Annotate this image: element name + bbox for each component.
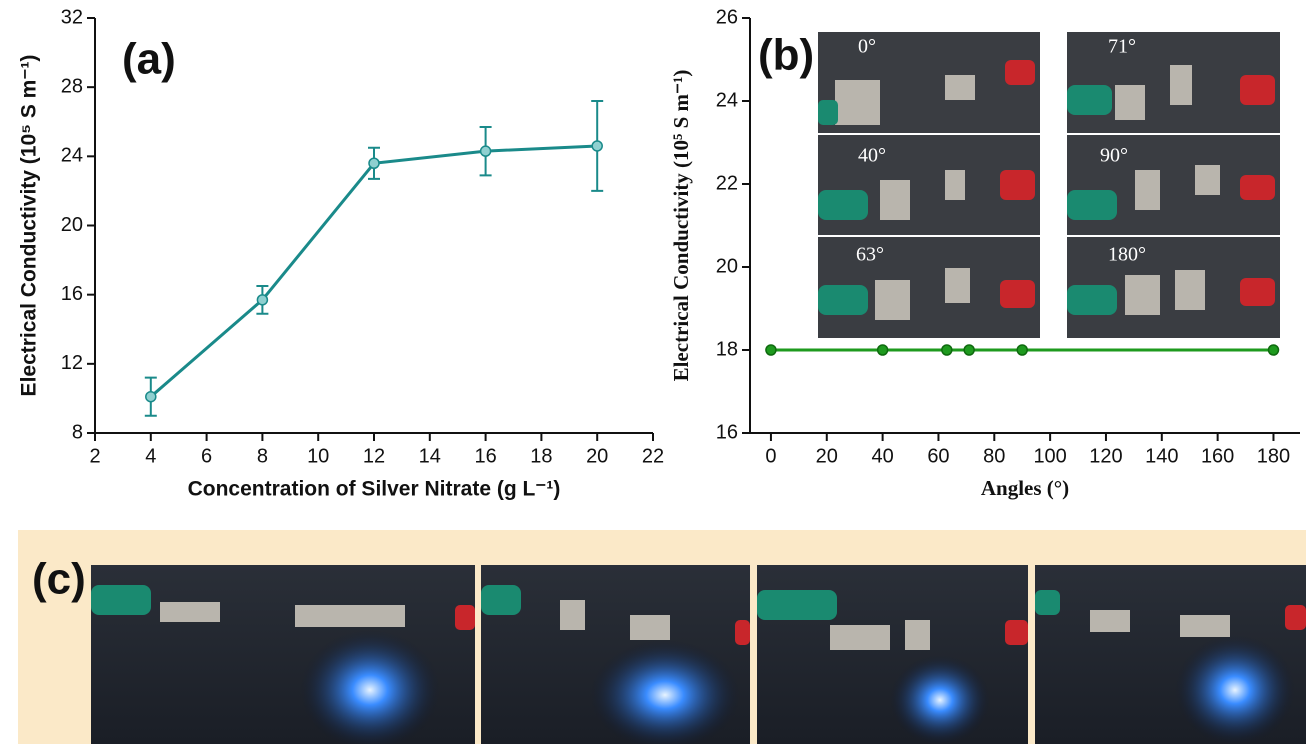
- marker: [1017, 345, 1027, 355]
- inset-label: 63°: [856, 244, 884, 266]
- x-tick-label: 160: [1201, 445, 1234, 467]
- x-tick-label: 120: [1089, 445, 1122, 467]
- y-tick-label: 12: [61, 352, 83, 374]
- y-axis-label: Electrical Conductivity (10⁵ S m⁻¹): [18, 55, 41, 397]
- panel-label: (c): [32, 555, 86, 604]
- inset-label: 71°: [1108, 36, 1136, 58]
- y-tick-label: 26: [716, 6, 738, 28]
- x-tick-label: 20: [586, 445, 608, 467]
- y-tick-label: 16: [61, 283, 83, 305]
- x-tick-label: 100: [1033, 445, 1066, 467]
- y-axis-label: Electrical Conductivity (10⁵ S m⁻¹): [669, 70, 693, 382]
- marker: [1268, 345, 1278, 355]
- y-tick-label: 22: [716, 172, 738, 194]
- y-tick-label: 24: [61, 145, 83, 167]
- panel-label: (a): [122, 35, 176, 84]
- marker: [766, 345, 776, 355]
- y-tick-label: 24: [716, 89, 738, 111]
- x-axis-label: Concentration of Silver Nitrate (g L⁻¹): [188, 478, 561, 501]
- x-tick-label: 80: [983, 445, 1005, 467]
- inset-label: 90°: [1100, 145, 1128, 167]
- x-tick-label: 10: [307, 445, 329, 467]
- x-tick-label: 20: [816, 445, 838, 467]
- y-tick-label: 20: [61, 214, 83, 236]
- x-tick-label: 140: [1145, 445, 1178, 467]
- photo-panel: (c): [18, 530, 1306, 744]
- marker: [369, 158, 379, 168]
- x-tick-label: 8: [257, 445, 268, 467]
- x-tick-label: 60: [927, 445, 949, 467]
- x-tick-label: 2: [89, 445, 100, 467]
- marker: [878, 345, 888, 355]
- x-tick-label: 4: [145, 445, 156, 467]
- x-tick-label: 14: [419, 445, 441, 467]
- y-tick-label: 32: [61, 6, 83, 28]
- x-tick-label: 180: [1257, 445, 1290, 467]
- x-tick-label: 40: [871, 445, 893, 467]
- marker: [146, 392, 156, 402]
- x-axis-label: Angles (°): [981, 476, 1069, 500]
- marker: [942, 345, 952, 355]
- x-tick-label: 6: [201, 445, 212, 467]
- x-tick-label: 12: [363, 445, 385, 467]
- y-tick-label: 20: [716, 255, 738, 277]
- y-tick-label: 8: [72, 421, 83, 443]
- y-tick-label: 16: [716, 421, 738, 443]
- marker: [257, 295, 267, 305]
- inset-label: 0°: [858, 36, 876, 58]
- x-tick-label: 18: [530, 445, 552, 467]
- y-tick-label: 28: [61, 75, 83, 97]
- marker: [964, 345, 974, 355]
- marker: [592, 141, 602, 151]
- marker: [481, 146, 491, 156]
- x-tick-label: 16: [474, 445, 496, 467]
- figure: (c) 2468101214161820228121620242832Conce…: [0, 0, 1306, 744]
- inset-label: 40°: [858, 145, 886, 167]
- x-tick-label: 0: [765, 445, 776, 467]
- y-tick-label: 18: [716, 338, 738, 360]
- inset-label: 180°: [1108, 244, 1146, 266]
- panel-label: (b): [758, 31, 814, 80]
- x-tick-label: 22: [642, 445, 664, 467]
